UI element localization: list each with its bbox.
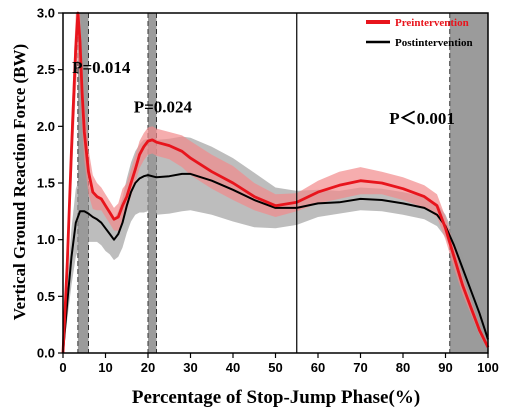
confidence-bands — [63, 13, 488, 353]
series-line-preintervention — [61, 11, 490, 354]
y-tick-label: 2.5 — [37, 62, 55, 77]
series-lines — [61, 11, 490, 354]
y-tick-label: 0.0 — [37, 346, 55, 361]
x-tick-label: 60 — [311, 360, 325, 375]
x-tick-label: 0 — [59, 360, 66, 375]
y-axis-title: Vertical Ground Reaction Force (BW) — [10, 44, 29, 320]
x-tick-label: 40 — [226, 360, 240, 375]
x-tick-label: 90 — [438, 360, 452, 375]
axes: 0 10 20 30 40 50 60 70 80 90 100 0.0 0.5 1.0 1.5 2.0 2.5… — [37, 6, 499, 376]
band-postintervention — [63, 136, 488, 353]
band-preintervention — [63, 13, 488, 353]
x-axis-title: Percentage of Stop-Jump Phase(%) — [132, 387, 420, 408]
x-tick-label: 50 — [268, 360, 282, 375]
x-tick-label: 30 — [183, 360, 197, 375]
series-line-postintervention — [62, 172, 489, 354]
y-tick-label: 1.5 — [37, 176, 55, 191]
legend-label-preintervention: Preintervention — [395, 17, 469, 29]
p-value-annotation-2: P=0.024 — [134, 98, 193, 117]
y-tick-label: 2.0 — [37, 119, 55, 134]
x-tick-label: 70 — [353, 360, 367, 375]
y-tick-label: 0.5 — [37, 289, 55, 304]
x-tick-label: 10 — [98, 360, 112, 375]
legend: Preintervention Postintervention — [366, 17, 473, 49]
x-tick-label: 20 — [141, 360, 155, 375]
x-tick-label: 100 — [477, 360, 499, 375]
y-tick-label: 3.0 — [37, 6, 55, 21]
legend-label-postintervention: Postintervention — [395, 37, 473, 49]
p-value-annotation-3: P＜0.001 — [389, 109, 455, 128]
p-value-annotation-1: P=0.014 — [72, 58, 131, 77]
y-tick-label: 1.0 — [37, 232, 55, 247]
annotations: P=0.014 P=0.024 P＜0.001 — [72, 58, 455, 128]
x-tick-label: 80 — [396, 360, 410, 375]
